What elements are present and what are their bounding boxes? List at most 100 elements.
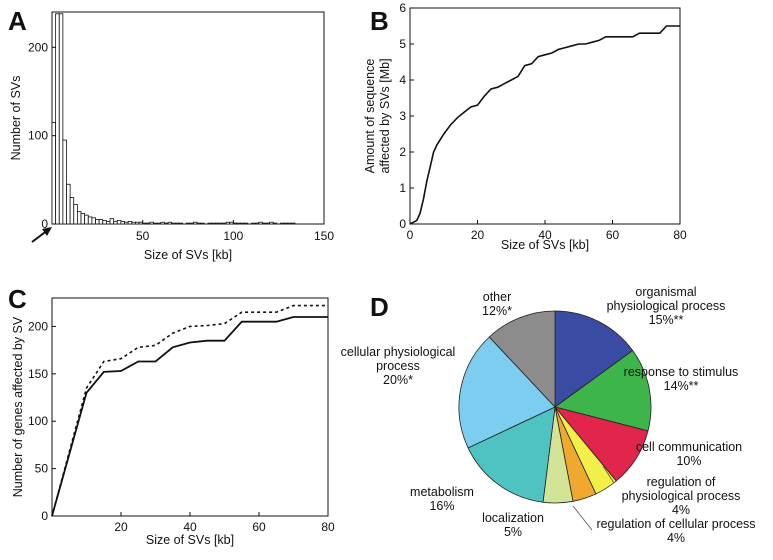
panel-a-bar: [265, 222, 270, 225]
panel-a-bar: [185, 222, 191, 225]
panel-a-bar: [87, 216, 93, 225]
panel-b-xtick-label: 0: [407, 228, 414, 242]
panel-a-bar: [229, 221, 234, 225]
panel-a-bar: [109, 218, 115, 225]
panel-a-bar: [280, 222, 285, 225]
panel-c-ytick-label: 50: [35, 462, 49, 476]
panel-a-bar: [145, 222, 151, 225]
panel-d-pie-chart: organismal physiological process 15%** resp…: [341, 285, 756, 545]
panel-c-xtick-label: 40: [183, 520, 197, 534]
panel-b-ytick-label: 6: [399, 1, 406, 15]
panel-a-bar: [55, 13, 60, 225]
pie-label-line: 14%**: [664, 379, 699, 393]
panel-a-bar: [207, 222, 212, 225]
panel-a-bar: [243, 222, 249, 225]
panel-label-c: C: [8, 284, 27, 314]
panel-a-bar: [66, 183, 71, 225]
panel-a-bar: [193, 221, 198, 225]
pie-label-metabolism: metabolism 16%: [410, 485, 474, 513]
panel-d-labels: organismal physiological process 15%** resp…: [341, 285, 756, 545]
pie-label-regulation-of-cellular-process: regulation of cellular process 4%: [596, 517, 755, 545]
pie-label-line: other: [483, 290, 512, 304]
pie-label-line: cellular physiological: [341, 345, 456, 359]
panel-a-bar: [120, 220, 125, 225]
panel-a-bar: [149, 221, 154, 225]
panel-a-bar: [261, 222, 267, 225]
pie-label-line: physiological process: [607, 299, 726, 313]
panel-b-xtick-label: 40: [538, 228, 552, 242]
panel-a-ytick-label: 100: [28, 129, 48, 143]
panel-b-ytick-label: 3: [399, 109, 406, 123]
panel-b-xtick-label: 20: [471, 228, 485, 242]
panel-a-xlabel: Size of SVs [kb]: [144, 248, 232, 262]
panel-a-bar: [269, 221, 274, 225]
panel-c-series-dotted: [51, 304, 328, 517]
pie-label-line: 16%: [429, 499, 454, 513]
panel-c-ytick-label: 100: [28, 414, 48, 428]
pie-label-cellular-physiological-process: cellular physiological process 20%*: [341, 345, 456, 387]
pie-label-response-to-stimulus: response to stimulus 14%**: [624, 365, 739, 393]
panel-a-xtick-label: 50: [136, 229, 150, 243]
panel-a-bar: [98, 219, 104, 225]
pie-label-line: process: [376, 359, 420, 373]
panel-a-bar: [258, 221, 263, 225]
panel-a-bar: [160, 221, 165, 225]
pie-label-organismal-physiological-process: organismal physiological process 15%**: [607, 285, 726, 327]
panel-b-ylabel-line2: affected by SVs [Mb]: [378, 58, 392, 173]
panel-a-histogram: 50 100 150 0 100 200 Size of SVs [kb] Number …: [9, 11, 334, 262]
pie-label-localization: localization 5%: [482, 511, 544, 539]
panel-a-bar: [156, 222, 162, 225]
panel-b-line-chart: 0 20 40 60 80 0 1 2 3 4 5 6 Size of SVs [kb] Amount…: [363, 1, 687, 252]
panel-a-bar: [106, 220, 111, 225]
panel-a-bar: [290, 222, 296, 225]
panel-a-arrow-icon: [31, 227, 52, 243]
panel-b-ytick-label: 0: [399, 217, 406, 231]
panel-a-axes-box: [51, 11, 325, 225]
panel-a-bar: [102, 220, 107, 225]
pie-slice-metabolism: [467, 406, 556, 503]
panel-a-bar: [251, 222, 256, 225]
panel-a-bar: [138, 221, 144, 225]
panel-a-bar: [200, 222, 205, 225]
panel-a-bar: [113, 220, 118, 225]
panel-c-ytick-label: 150: [28, 367, 48, 381]
pie-label-line: metabolism: [410, 485, 474, 499]
panel-a-xtick-label: 150: [314, 229, 334, 243]
pie-label-line: 20%*: [383, 373, 413, 387]
panel-c-xlabel: Size of SVs [kb]: [146, 533, 234, 547]
panel-c-ylabel: Number of genes affected by SV: [11, 316, 25, 497]
panel-c-line-chart: 20 40 60 80 0 50 100 150 200 Size of SVs [kb] Nu…: [11, 297, 335, 547]
panel-c-xtick-label: 20: [114, 520, 128, 534]
panel-b-ticks: 0 20 40 60 80 0 1 2 3 4 5 6: [399, 1, 687, 242]
panel-a-bar: [225, 221, 231, 225]
panel-a-bars: [51, 13, 296, 225]
pie-label-line: 4%: [672, 503, 690, 517]
panel-a-bar: [164, 222, 169, 225]
panel-a-ytick-label: 0: [41, 217, 48, 231]
panel-a-bar: [135, 221, 140, 225]
pie-leader-line: [572, 505, 593, 531]
pie-label-line: 5%: [504, 525, 522, 539]
panel-label-a: A: [8, 6, 27, 36]
pie-label-cell-communication: cell communication 10%: [636, 440, 742, 468]
pie-label-line: response to stimulus: [624, 365, 739, 379]
panel-b-series-line: [409, 25, 680, 225]
panel-a-bar: [232, 222, 238, 225]
pie-label-other: other 12%*: [482, 290, 512, 318]
panel-a-bar: [95, 219, 100, 225]
pie-label-line: physiological process: [622, 489, 741, 503]
panel-b-ylabel-line1: Amount of sequence: [363, 59, 377, 174]
panel-a-bar: [287, 222, 292, 225]
panel-a-bar: [62, 139, 67, 225]
pie-label-line: cell communication: [636, 440, 742, 454]
panel-a-bar: [178, 222, 183, 225]
panel-b-axes-box: [409, 7, 681, 225]
pie-label-regulation-of-physiological-process: regulation of physiological process 4%: [622, 475, 741, 517]
panel-c-ytick-label: 0: [41, 509, 48, 523]
panel-b-ytick-label: 4: [399, 73, 406, 87]
pie-slice-organismal-physiological-process: [554, 310, 634, 408]
panel-b-xlabel: Size of SVs [kb]: [501, 238, 589, 252]
panel-a-ticks: 50 100 150 0 100 200: [28, 40, 334, 243]
panel-a-ytick-label: 200: [28, 40, 48, 54]
